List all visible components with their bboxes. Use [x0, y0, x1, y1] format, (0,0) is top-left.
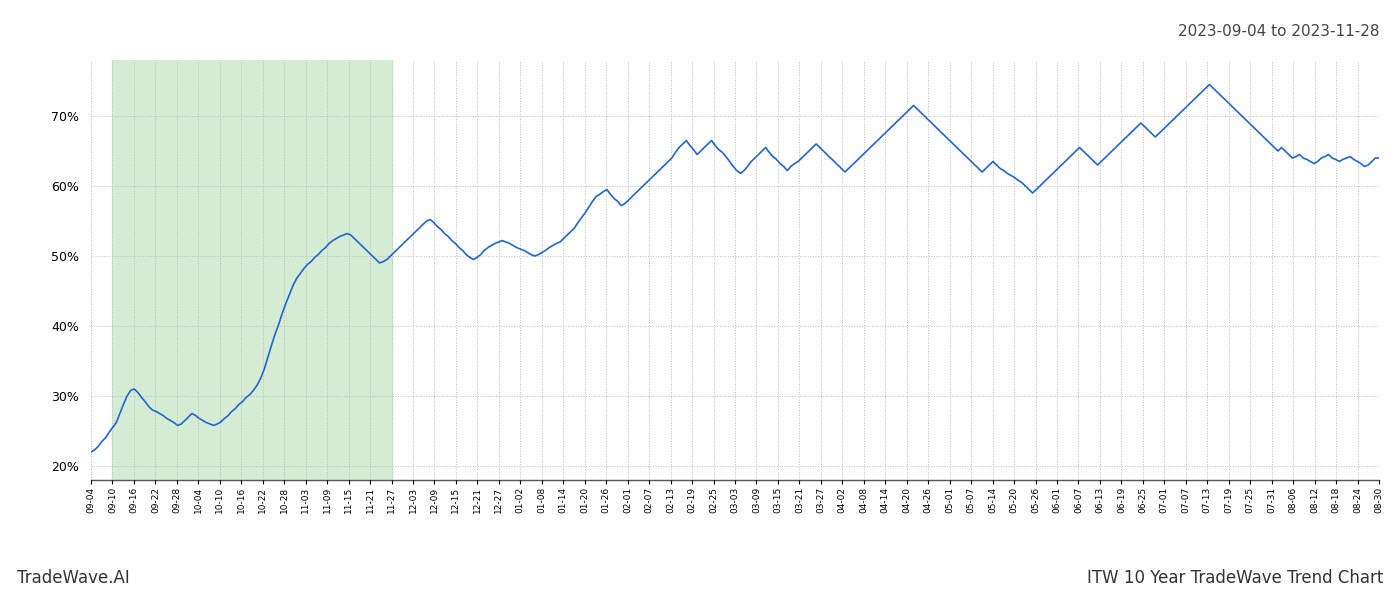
Text: ITW 10 Year TradeWave Trend Chart: ITW 10 Year TradeWave Trend Chart [1086, 569, 1383, 587]
Bar [112, 60, 392, 480]
Text: 2023-09-04 to 2023-11-28: 2023-09-04 to 2023-11-28 [1177, 24, 1379, 39]
Text: TradeWave.AI: TradeWave.AI [17, 569, 130, 587]
